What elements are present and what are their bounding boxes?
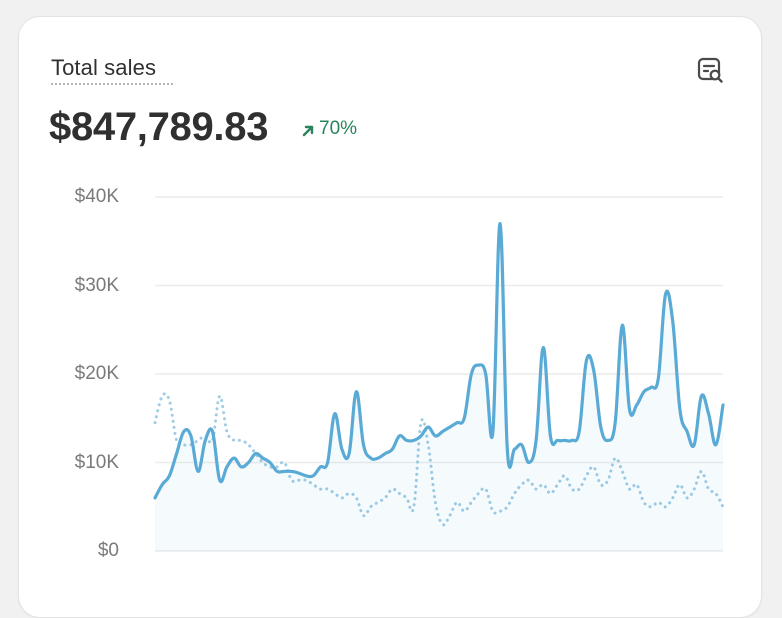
change-badge: 70%: [301, 118, 357, 140]
title-dotted-underline: [51, 83, 173, 85]
total-sales-value: $847,789.83: [49, 105, 269, 149]
chart-svg: [153, 196, 725, 552]
y-tick-label: $20K: [74, 363, 119, 384]
y-tick-label: $10K: [74, 451, 119, 473]
card-title[interactable]: Total sales: [51, 55, 157, 80]
y-tick-label: $40K: [74, 186, 119, 207]
total-sales-card: Total sales $847,789.83 70% $0 $10K $20K $3…: [18, 16, 762, 618]
series-line-current[interactable]: [153, 221, 725, 500]
arrow-up-right-icon: [301, 122, 315, 137]
y-tick-label: $0: [97, 540, 119, 561]
change-percent: 70%: [319, 118, 358, 139]
series-area-current: [155, 223, 723, 551]
report-magnifier-icon[interactable]: [695, 55, 725, 85]
y-tick-label: $30K: [74, 274, 119, 296]
series-line-previous[interactable]: [153, 392, 725, 527]
